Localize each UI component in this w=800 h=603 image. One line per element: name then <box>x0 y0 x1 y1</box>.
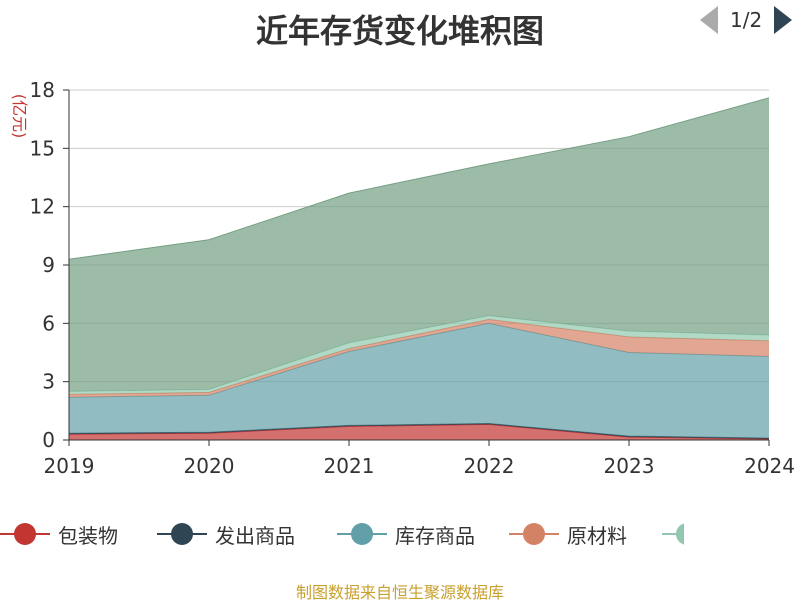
legend-pager: 1/2 <box>700 0 793 40</box>
x-tick-label: 2022 <box>464 454 515 478</box>
area-series-5 <box>69 315 769 395</box>
y-tick-label: 3 <box>42 370 55 394</box>
x-tick-label: 2023 <box>604 454 655 478</box>
y-tick-label: 6 <box>42 311 55 335</box>
legend-marker-icon <box>337 514 387 554</box>
area-series-6 <box>69 97 769 392</box>
pager-next-arrow-icon[interactable] <box>774 6 793 34</box>
legend-label: 包装物 <box>58 523 118 548</box>
legend-marker-icon <box>662 514 684 554</box>
legend-item[interactable]: 库存商品 <box>337 514 475 554</box>
legend-item[interactable]: 发出商品 <box>157 514 295 554</box>
legend-item[interactable]: 包装物 <box>0 514 118 554</box>
axes <box>63 89 770 446</box>
series-line-6 <box>68 97 770 260</box>
area-series-1 <box>69 424 769 440</box>
legend-marker-icon <box>157 514 207 554</box>
x-tick-label: 2020 <box>184 454 235 478</box>
y-tick-label: 0 <box>42 428 55 452</box>
source-note: 制图数据来自恒生聚源数据库 <box>295 583 504 602</box>
legend: 包装物 发出商品 库存商品 原材料 <box>0 514 800 554</box>
x-tick-label: 2019 <box>44 454 95 478</box>
y-tick-label: 12 <box>30 195 55 219</box>
legend-marker-icon <box>0 514 50 554</box>
pager-page-indicator: 1/2 <box>730 8 763 32</box>
area-series <box>68 97 770 440</box>
y-tick-label: 15 <box>30 136 55 160</box>
tick-labels: 0 3 6 9 12 15 18 2019 2020 2021 2022 2023 2024 <box>30 78 795 478</box>
area-series-4 <box>69 319 769 398</box>
legend-item-partial[interactable] <box>662 514 684 554</box>
pager-prev-arrow-icon[interactable] <box>700 6 718 34</box>
legend-label: 库存商品 <box>395 523 475 548</box>
legend-label: 发出商品 <box>215 523 295 548</box>
legend-marker-icon <box>509 514 559 554</box>
y-tick-label: 18 <box>30 78 55 102</box>
area-series-3 <box>69 323 769 439</box>
legend-item[interactable]: 原材料 <box>509 514 627 554</box>
x-tick-label: 2024 <box>744 454 795 478</box>
chart-title: 近年存货变化堆积图 <box>255 12 544 50</box>
y-tick-label: 9 <box>42 253 55 277</box>
y-axis-label: (亿元) <box>10 94 29 139</box>
x-tick-label: 2021 <box>324 454 375 478</box>
legend-label: 原材料 <box>567 523 627 548</box>
